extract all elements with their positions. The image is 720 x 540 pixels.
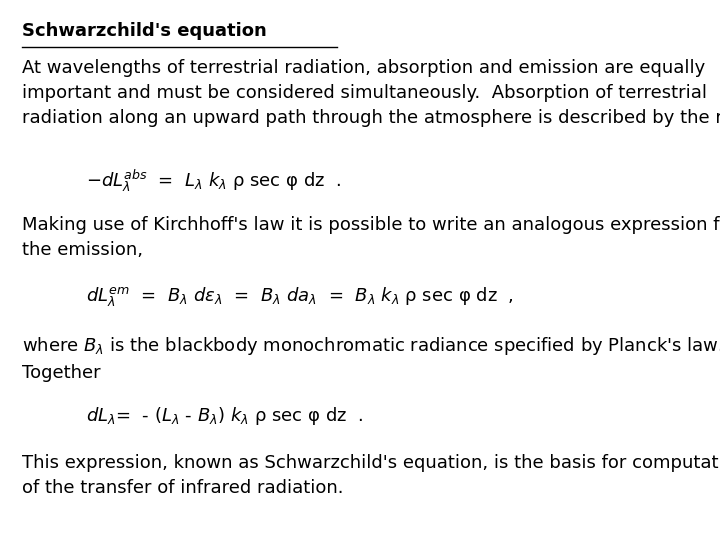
Text: Schwarzchild's equation: Schwarzchild's equation — [22, 22, 266, 39]
Text: This expression, known as Schwarzchild's equation, is the basis for computations: This expression, known as Schwarzchild's… — [22, 454, 720, 497]
Text: where $B_{\lambda}$ is the blackbody monochromatic radiance specified by Planck': where $B_{\lambda}$ is the blackbody mon… — [22, 335, 720, 382]
Text: Making use of Kirchhoff's law it is possible to write an analogous expression fo: Making use of Kirchhoff's law it is poss… — [22, 216, 720, 259]
Text: $dL_{\lambda}$=  - ($L_{\lambda}$ - $B_{\lambda}$) $k_{\lambda}$ ρ sec φ dz  .: $dL_{\lambda}$= - ($L_{\lambda}$ - $B_{\… — [86, 405, 364, 427]
Text: $-dL_{\lambda}^{abs}$  =  $L_{\lambda}$ $k_{\lambda}$ ρ sec φ dz  .: $-dL_{\lambda}^{abs}$ = $L_{\lambda}$ $k… — [86, 167, 341, 194]
Text: $dL_{\lambda}^{em}$  =  $B_{\lambda}$ $d\varepsilon_{\lambda}$  =  $B_{\lambda}$: $dL_{\lambda}^{em}$ = $B_{\lambda}$ $d\v… — [86, 286, 514, 309]
Text: At wavelengths of terrestrial radiation, absorption and emission are equally
imp: At wavelengths of terrestrial radiation,… — [22, 59, 720, 127]
